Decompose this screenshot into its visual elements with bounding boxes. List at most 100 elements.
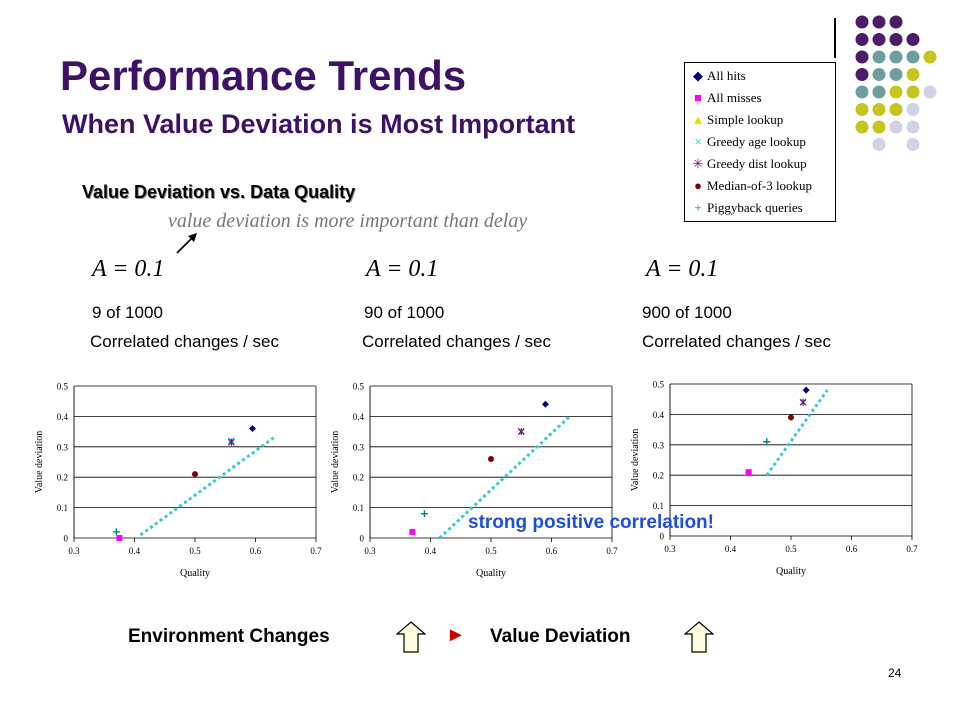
legend-label: Greedy age lookup (707, 134, 806, 149)
up-arrow-icon (684, 621, 714, 653)
decor-dot (872, 103, 886, 116)
decor-dot (889, 103, 903, 116)
slide-title: Performance Trends (60, 52, 467, 99)
data-point (409, 528, 416, 535)
scatter-chart-2: 0 0.1 0.2 0.3 0.4 0.5 0.3 0.4 0.5 0.6 0.7 Quality Va… (330, 382, 618, 580)
legend-marker: ▲ (691, 112, 705, 127)
decor-dot (872, 15, 886, 29)
legend-item: ✳ Greedy dist lookup (691, 155, 807, 173)
legend-marker: ● (694, 178, 702, 193)
y-tick-label: 0 (360, 534, 365, 544)
scatter-chart-1: 0 0.1 0.2 0.3 0.4 0.5 0.3 0.4 0.5 0.6 0.7 Quality Va… (34, 382, 322, 580)
panel-2-caption: Correlated changes / sec (362, 332, 551, 351)
flow-arrow: ► (446, 624, 466, 646)
panel-3-caption: Correlated changes / sec (642, 332, 831, 351)
legend-item: + Piggyback queries (691, 199, 803, 217)
x-tick-label: 0.6 (250, 546, 262, 556)
data-point (745, 469, 752, 476)
panel-1-caption: Correlated changes / sec (90, 332, 279, 351)
decor-dot (923, 85, 937, 99)
decor-dot (906, 68, 920, 81)
decor-dot (906, 138, 920, 151)
decor-dot (872, 33, 886, 46)
x-tick-label: 0.4 (425, 546, 437, 556)
trend-line (139, 436, 275, 537)
legend-item: × Greedy age lookup (691, 133, 806, 151)
decor-dot (889, 120, 903, 134)
legend-item: ● Median-of-3 lookup (691, 177, 812, 195)
x-tick-label: 0.5 (785, 544, 797, 554)
decor-dot (855, 103, 869, 116)
x-tick-label: 0.6 (846, 544, 858, 554)
panel-3-count: 900 of 1000 (642, 303, 732, 322)
data-point (248, 425, 256, 433)
data-point (763, 438, 771, 446)
data-point (788, 414, 794, 421)
legend-label: All misses (707, 90, 762, 105)
decor-dot (906, 50, 920, 64)
decor-dot (923, 50, 937, 64)
x-tick-label: 0.3 (364, 546, 376, 556)
panel-1-count: 9 of 1000 (92, 303, 163, 322)
x-axis-label: Quality (180, 568, 210, 579)
legend-label: All hits (707, 68, 746, 83)
y-tick-label: 0.1 (353, 503, 364, 513)
decor-dot (872, 138, 886, 151)
page-number: 24 (888, 666, 902, 680)
x-axis-label: Quality (776, 566, 806, 577)
legend-marker: ✳ (692, 156, 704, 171)
decorative-dot-grid (855, 15, 937, 151)
slide-subtitle: When Value Deviation is Most Important (62, 109, 576, 139)
data-point (116, 535, 123, 541)
y-tick-label: 0.4 (653, 410, 665, 420)
legend-label: Greedy dist lookup (707, 156, 807, 171)
correlation-note: strong positive correlation! (468, 512, 714, 533)
legend-label: Median-of-3 lookup (707, 178, 813, 193)
panel-2-a-label: A = 0.1 (366, 256, 439, 282)
y-tick-label: 0.1 (653, 501, 664, 511)
y-tick-label: 0.3 (353, 442, 365, 452)
divider-line (834, 18, 836, 58)
data-point (112, 528, 120, 536)
decor-dot (872, 68, 886, 81)
data-point (227, 438, 235, 446)
data-point (799, 398, 807, 406)
decor-dot (855, 85, 869, 99)
y-tick-label: 0.2 (353, 473, 364, 483)
y-tick-label: 0 (660, 532, 665, 542)
y-tick-label: 0 (64, 534, 69, 544)
data-point (420, 510, 428, 518)
scatter-chart-3: 0 0.1 0.2 0.3 0.4 0.5 0.3 0.4 0.5 0.6 0.7 Quality Va… (630, 380, 918, 578)
data-point (541, 400, 549, 408)
x-tick-label: 0.6 (546, 546, 558, 556)
decor-dot (906, 120, 920, 134)
decor-dot (906, 85, 920, 99)
data-point (192, 471, 198, 478)
up-arrow-icon (396, 621, 426, 653)
decor-dot (872, 50, 886, 64)
decor-dot (889, 50, 903, 64)
y-tick-label: 0.3 (653, 440, 665, 450)
y-axis-label: Value deviation (34, 431, 45, 493)
y-tick-label: 0.5 (653, 380, 665, 390)
y-axis-label: Value deviation (330, 431, 341, 493)
x-tick-label: 0.3 (68, 546, 80, 556)
legend-label: Piggyback queries (707, 200, 803, 215)
data-point (802, 386, 810, 394)
data-point (517, 428, 525, 436)
x-tick-label: 0.4 (725, 544, 737, 554)
legend-label: Simple lookup (707, 112, 784, 127)
panel-1-a-label: A = 0.1 (92, 256, 165, 282)
legend-item: ■ All misses (691, 89, 762, 107)
x-tick-label: 0.5 (485, 546, 497, 556)
panel-3-a-label: A = 0.1 (646, 256, 719, 282)
arrow-icon (176, 233, 197, 254)
x-tick-label: 0.7 (310, 546, 322, 556)
x-tick-label: 0.7 (606, 546, 618, 556)
y-tick-label: 0.1 (57, 503, 68, 513)
legend-item: ▲ Simple lookup (691, 111, 784, 129)
decor-dot (855, 15, 869, 29)
decor-dot (889, 15, 903, 29)
legend-marker: ■ (694, 90, 702, 105)
legend-marker: ◆ (693, 68, 703, 83)
